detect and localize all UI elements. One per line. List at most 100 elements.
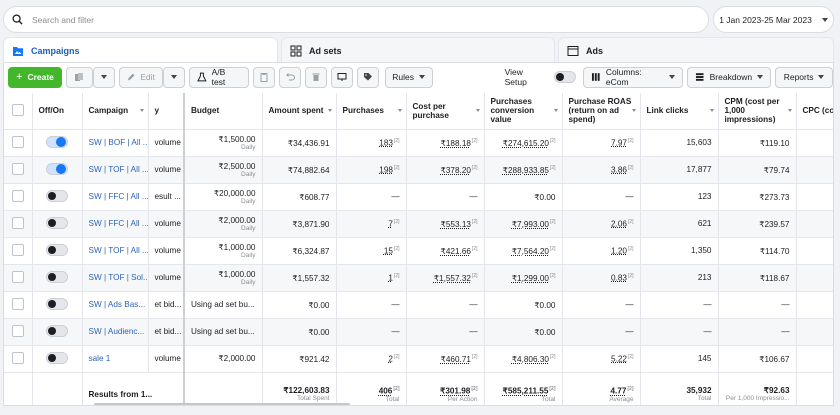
conversion-value-value[interactable]: ₹4,806.30 <box>511 354 549 364</box>
col-cost-per-purchase[interactable]: Cost per purchase <box>406 93 485 130</box>
purchase-roas-value[interactable]: 7.97 <box>611 138 627 148</box>
budget-cell[interactable]: ₹2,000.00 <box>184 345 263 373</box>
row-checkbox[interactable] <box>11 243 24 256</box>
conversion-value-value[interactable]: ₹7,993.00 <box>511 219 549 229</box>
duplicate-dropdown-button[interactable] <box>92 66 115 88</box>
budget-cell[interactable]: ₹20,000.00 Daily <box>184 183 263 211</box>
table-row[interactable]: SW | TOF | All ... volume ₹2,500.00 Daily ₹7… <box>4 156 833 184</box>
purchase-roas-value[interactable]: 5.22 <box>611 354 627 364</box>
search-bar[interactable]: Search and filter <box>3 6 709 33</box>
cost-per-purchase-value[interactable]: ₹460.71 <box>440 354 471 364</box>
date-range-picker[interactable]: 1 Jan 2023-25 Mar 2023 <box>713 6 834 33</box>
create-button[interactable]: + Create <box>8 66 62 88</box>
budget-cell[interactable]: Using ad set bu... <box>184 291 263 319</box>
cost-per-purchase-value[interactable]: ₹421.66 <box>440 246 471 256</box>
budget-cell[interactable]: ₹2,500.00 Daily <box>184 156 263 184</box>
table-row[interactable]: SW | FFC | All ... volume ₹2,000.00 Daily ₹3… <box>4 210 833 238</box>
conversion-value-value[interactable]: ₹1,299.00 <box>511 273 549 283</box>
purchases-value[interactable]: 2 <box>388 354 393 364</box>
purchases-value[interactable]: 7 <box>388 219 393 229</box>
purchases-value[interactable]: 183 <box>379 138 393 148</box>
tab-ad-sets[interactable]: Ad sets <box>281 37 555 63</box>
col-strategy[interactable]: y <box>148 93 185 130</box>
campaign-name[interactable]: SW | FFC | All ... <box>82 210 149 238</box>
row-checkbox[interactable] <box>11 297 24 310</box>
totals-roas-value[interactable]: 4.77 <box>610 386 627 396</box>
conversion-value-value[interactable]: ₹274,615.20 <box>502 138 549 148</box>
tab-ads[interactable]: Ads <box>558 37 834 63</box>
campaign-on-off-toggle[interactable] <box>46 324 68 337</box>
tab-campaigns[interactable]: Campaigns <box>3 37 278 63</box>
col-amount-spent[interactable]: Amount spent <box>262 93 337 130</box>
purchase-roas-value[interactable]: 3.86 <box>611 165 627 175</box>
reports-button[interactable]: Reports <box>775 66 833 88</box>
row-checkbox[interactable] <box>11 216 24 229</box>
conversion-value-value[interactable]: ₹288,933.85 <box>502 165 549 175</box>
delete-button[interactable] <box>304 66 327 88</box>
row-checkbox[interactable] <box>11 324 24 337</box>
select-all-checkbox[interactable] <box>11 103 24 116</box>
totals-purchases-value[interactable]: 406 <box>378 386 393 396</box>
rules-button[interactable]: Rules <box>384 66 433 88</box>
preview-button[interactable] <box>330 66 353 88</box>
col-campaign[interactable]: Campaign <box>82 93 149 130</box>
campaign-on-off-toggle[interactable] <box>46 297 68 310</box>
cost-per-purchase-value[interactable]: ₹1,557.32 <box>433 273 471 283</box>
campaign-name[interactable]: SW | BOF | All ... <box>82 129 149 157</box>
cost-per-purchase-value[interactable]: ₹553.13 <box>440 219 471 229</box>
row-checkbox[interactable] <box>11 189 24 202</box>
edit-dropdown-button[interactable] <box>162 66 185 88</box>
purchase-roas-value[interactable]: 2.06 <box>611 219 627 229</box>
purchases-value[interactable]: 1 <box>388 273 393 283</box>
columns-button[interactable]: Columns: eCom <box>583 66 684 88</box>
duplicate-button[interactable] <box>65 66 93 88</box>
totals-cpp-value[interactable]: ₹301.98 <box>440 386 471 396</box>
view-setup-toggle[interactable] <box>554 71 577 83</box>
row-checkbox[interactable] <box>11 270 24 283</box>
campaign-name[interactable]: sale 1 <box>82 345 149 373</box>
budget-cell[interactable]: ₹1,500.00 Daily <box>184 129 263 157</box>
campaign-on-off-toggle[interactable] <box>46 216 68 229</box>
campaign-name[interactable]: SW | TOF | All ... <box>82 156 149 184</box>
col-off-on[interactable]: Off/On <box>32 93 83 130</box>
totals-conv-value-value[interactable]: ₹585,211.55 <box>502 386 549 396</box>
campaign-name[interactable]: SW | FFC | All ... <box>82 183 149 211</box>
budget-cell[interactable]: ₹1,000.00 Daily <box>184 264 263 292</box>
budget-cell[interactable]: Using ad set bu... <box>184 318 263 346</box>
campaign-on-off-toggle[interactable] <box>46 243 68 256</box>
row-checkbox[interactable] <box>11 162 24 175</box>
horizontal-scrollbar[interactable] <box>94 403 350 405</box>
campaign-on-off-toggle[interactable] <box>46 270 68 283</box>
campaign-on-off-toggle[interactable] <box>46 162 68 175</box>
campaign-name[interactable]: SW | TOF | All ... <box>82 237 149 265</box>
breakdown-button[interactable]: Breakdown <box>687 66 772 88</box>
campaign-on-off-toggle[interactable] <box>46 189 68 202</box>
table-row[interactable]: SW | TOF | Sol... volume ₹1,000.00 Daily ₹1,… <box>4 264 833 292</box>
table-row[interactable]: SW | BOF | All ... volume ₹1,500.00 Daily ₹3… <box>4 129 833 157</box>
conversion-value-value[interactable]: ₹7,564.20 <box>511 246 549 256</box>
table-row[interactable]: SW | Ads Bas... et bid... Using ad set bu.… <box>4 291 833 319</box>
table-row[interactable]: sale 1 volume ₹2,000.00 ₹921.42 2[2] ₹460.71[… <box>4 345 833 373</box>
row-checkbox[interactable] <box>11 135 24 148</box>
tag-button[interactable] <box>356 66 379 88</box>
purchase-roas-value[interactable]: 0.83 <box>611 273 627 283</box>
purchase-roas-value[interactable]: 1.20 <box>611 246 627 256</box>
budget-cell[interactable]: ₹1,000.00 Daily <box>184 237 263 265</box>
campaign-name[interactable]: SW | Ads Bas... <box>82 291 149 319</box>
table-row[interactable]: SW | TOF | All ... volume ₹1,000.00 Daily ₹6… <box>4 237 833 265</box>
campaign-on-off-toggle[interactable] <box>46 135 68 148</box>
clipboard-button[interactable] <box>252 66 275 88</box>
table-row[interactable]: SW | FFC | All ... esult ... ₹20,000.00 Dai… <box>4 183 833 211</box>
col-budget[interactable]: Budget <box>184 93 263 130</box>
col-purchases[interactable]: Purchases <box>336 93 407 130</box>
campaign-on-off-toggle[interactable] <box>46 351 68 364</box>
col-conversion-value[interactable]: Purchases conversion value <box>484 93 563 130</box>
edit-button[interactable]: Edit <box>118 66 163 88</box>
cost-per-purchase-value[interactable]: ₹378.20 <box>440 165 471 175</box>
table-row[interactable]: SW | Audienc... et bid... Using ad set bu.… <box>4 318 833 346</box>
purchases-value[interactable]: 198 <box>379 165 393 175</box>
cost-per-purchase-value[interactable]: ₹188.18 <box>440 138 471 148</box>
col-cpm[interactable]: CPM (cost per 1,000 impressions) <box>718 93 797 130</box>
campaign-name[interactable]: SW | Audienc... <box>82 318 149 346</box>
ab-test-button[interactable]: A/B test <box>188 66 249 88</box>
